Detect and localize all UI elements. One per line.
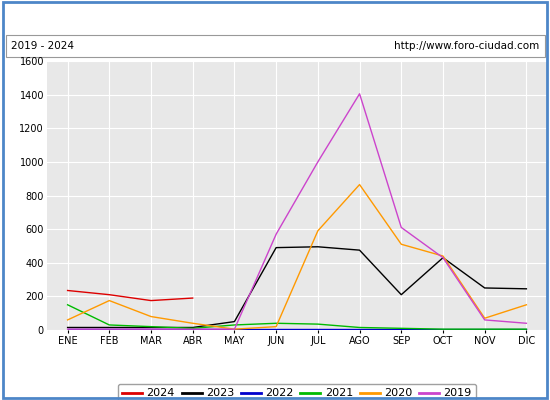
- Text: Evolucion Nº Turistas Nacionales en el municipio de Tortellà: Evolucion Nº Turistas Nacionales en el m…: [68, 10, 482, 25]
- Text: http://www.foro-ciudad.com: http://www.foro-ciudad.com: [394, 41, 539, 51]
- Legend: 2024, 2023, 2022, 2021, 2020, 2019: 2024, 2023, 2022, 2021, 2020, 2019: [118, 384, 476, 400]
- Text: 2019 - 2024: 2019 - 2024: [11, 41, 74, 51]
